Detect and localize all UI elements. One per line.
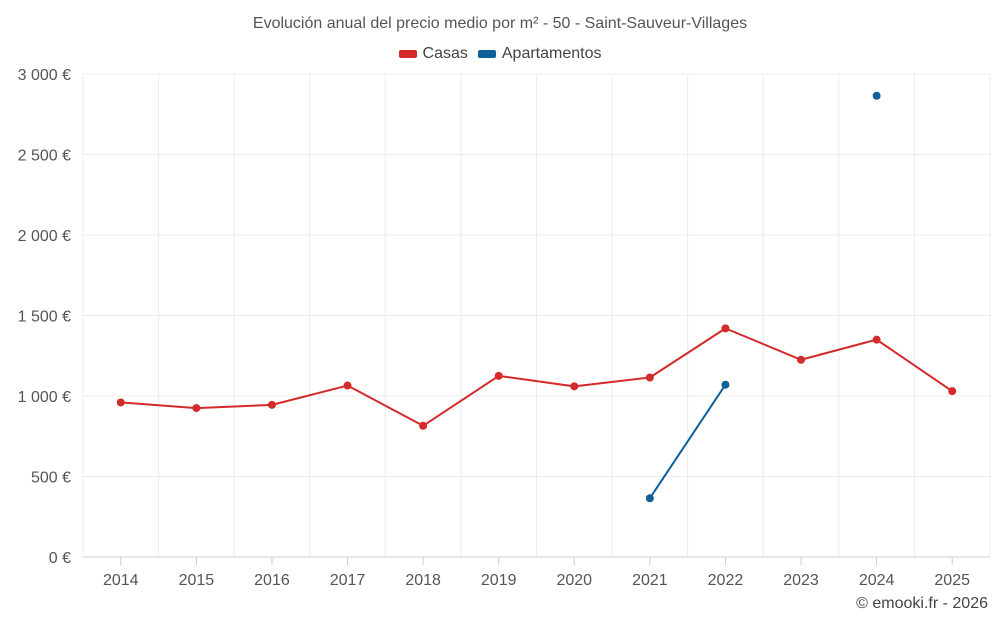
y-tick-label: 500 € [31,470,71,487]
legend-label-apartamentos: Apartamentos [501,45,602,62]
legend-item-casas[interactable]: Casas [398,45,468,63]
data-point-casas [267,400,276,409]
data-point-apartamentos [721,380,730,389]
legend-swatch-casas [398,50,417,58]
chart-title: Evolución anual del precio medio por m² … [252,15,748,32]
x-tick-label: 2017 [330,572,366,589]
legend-item-apartamentos[interactable]: Apartamentos [477,45,602,63]
data-point-apartamentos [872,91,881,100]
y-tick-label: 2 500 € [18,148,71,165]
data-point-casas [343,381,352,390]
data-point-casas [419,421,428,430]
data-point-apartamentos [645,494,654,503]
y-tick-label: 2 000 € [18,228,71,245]
credit-text: © emooki.fr - 2026 [856,595,988,612]
data-point-casas [494,371,503,380]
x-tick-label: 2022 [708,572,744,589]
data-point-casas [645,373,654,382]
chart-legend: Casas Apartamentos [0,45,1000,63]
data-point-casas [192,404,201,413]
y-tick-label: 1 500 € [18,309,71,326]
x-tick-label: 2021 [632,572,668,589]
x-tick-label: 2015 [179,572,215,589]
legend-swatch-apartamentos [477,50,496,58]
x-tick-label: 2024 [859,572,895,589]
y-tick-label: 0 € [49,550,71,567]
x-tick-label: 2023 [783,572,819,589]
data-point-casas [797,355,806,364]
x-tick-label: 2025 [934,572,970,589]
x-tick-label: 2014 [103,572,139,589]
series-line-casas [120,327,953,427]
series-line-apartamentos [649,384,727,499]
data-point-casas [570,382,579,391]
legend-label-casas: Casas [422,45,468,62]
x-tick-label: 2016 [254,572,290,589]
x-tick-label: 2019 [481,572,517,589]
x-tick-label: 2020 [556,572,592,589]
y-tick-label: 1 000 € [18,389,71,406]
data-point-casas [948,387,957,396]
data-point-casas [116,398,125,407]
data-point-casas [721,324,730,333]
data-point-casas [872,335,881,344]
y-tick-label: 3 000 € [18,67,71,84]
x-tick-label: 2018 [405,572,441,589]
